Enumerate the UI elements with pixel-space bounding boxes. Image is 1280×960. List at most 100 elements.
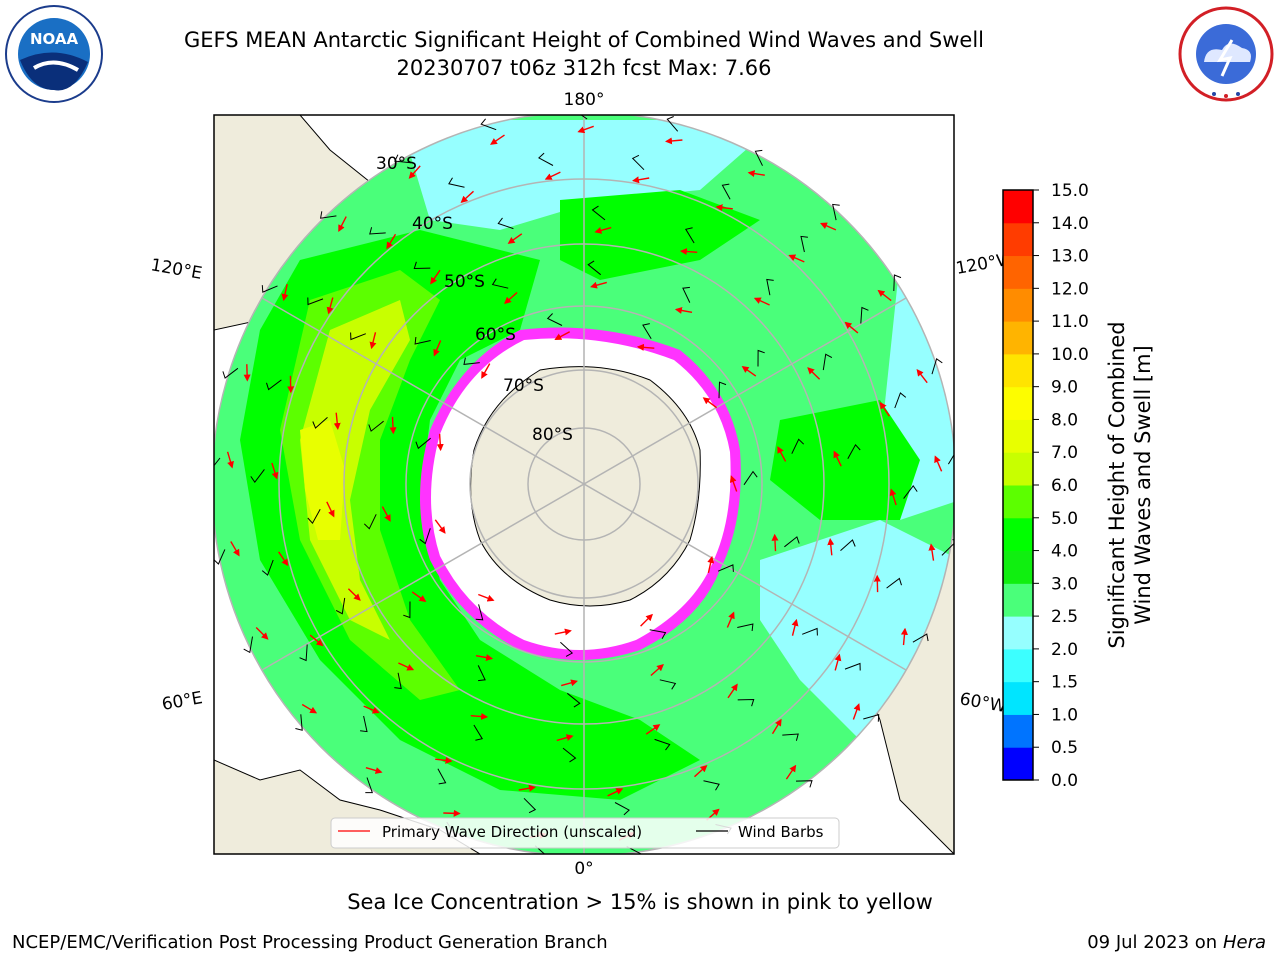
wave-direction-arrow	[363, 705, 380, 714]
wave-direction-arrow	[408, 165, 421, 179]
sea-ice-caption: Sea Ice Concentration > 15% is shown in …	[347, 890, 933, 914]
wind-barb	[250, 469, 265, 484]
wind-barb	[394, 672, 402, 690]
colorbar-tick-label: 11.0	[1051, 312, 1089, 332]
wave-direction-arrow	[281, 283, 289, 302]
wind-barb	[795, 780, 813, 788]
map-frame	[213, 114, 955, 855]
lat-label-80s: 80°S	[532, 425, 573, 445]
wind-barb	[363, 514, 377, 530]
wind-barb	[214, 549, 226, 565]
colorbar-tick-label: 0.0	[1051, 771, 1078, 791]
colorbar-band	[1003, 648, 1033, 683]
wind-barb	[784, 536, 800, 548]
wind-barb	[743, 470, 758, 486]
footer-branch: NCEP/EMC/Verification Post Processing Pr…	[12, 932, 608, 953]
wave-direction-arrow	[481, 363, 491, 379]
lat-label-30s: 30°S	[376, 154, 417, 174]
colorbar-band	[1003, 714, 1033, 748]
lon-label-60w: 60°W	[958, 689, 1008, 717]
colorbar-tick-label: 1.0	[1051, 705, 1078, 725]
wind-barb	[666, 116, 679, 132]
legend-barb-label: Wind Barbs	[738, 823, 824, 841]
wind-barb	[718, 381, 727, 399]
wind-barb	[566, 692, 581, 708]
wind-barb	[307, 297, 324, 306]
wave-direction-arrow	[434, 519, 446, 534]
wind-barb	[214, 457, 221, 467]
lon-label-0: 0°	[574, 859, 593, 879]
wind-barb	[299, 644, 308, 662]
colorbar-band	[1003, 386, 1033, 420]
noaa-logo-text: NOAA	[30, 30, 79, 48]
wind-barb	[295, 714, 303, 731]
wind-barb	[463, 357, 480, 365]
wave-direction-arrow	[788, 254, 805, 263]
chart-title: GEFS MEAN Antarctic Significant Height o…	[183, 28, 985, 52]
wind-barb	[403, 601, 411, 619]
wind-barb	[587, 260, 602, 276]
wind-barb	[791, 438, 805, 454]
wind-barb	[886, 577, 902, 589]
wind-barb	[649, 629, 667, 639]
wave-direction-arrow	[726, 611, 735, 628]
wind-barb	[822, 353, 833, 371]
wind-barb	[477, 665, 486, 682]
wave-direction-arrow	[554, 628, 572, 636]
footer-date-text: 09 Jul 2023 on	[1087, 932, 1218, 953]
wave-direction-arrow	[753, 297, 770, 306]
wave-direction-arrow	[475, 654, 494, 661]
colorbar-band	[1003, 452, 1033, 486]
wind-barb	[222, 367, 239, 379]
wind-barb	[631, 154, 645, 171]
wave-direction-arrow	[771, 533, 779, 552]
wave-direction-arrow	[309, 634, 324, 647]
wind-barb	[844, 662, 861, 671]
wave-direction-arrow	[900, 627, 908, 646]
wind-barb	[497, 217, 514, 230]
wave-direction-arrow	[820, 222, 837, 231]
wind-barb	[894, 392, 907, 409]
wind-barb	[360, 715, 368, 733]
wave-direction-arrow	[715, 204, 733, 212]
wave-direction-arrow	[747, 170, 765, 178]
wind-barb	[737, 623, 754, 632]
wind-barb	[659, 679, 677, 690]
wave-direction-arrow	[665, 137, 683, 145]
colorbar-band	[1003, 419, 1033, 453]
wave-direction-arrow	[460, 190, 474, 204]
wind-barb	[737, 698, 755, 707]
wind-barb	[266, 379, 282, 391]
colorbar-tick-label: 6.0	[1051, 476, 1078, 496]
wave-direction-arrow	[301, 703, 318, 714]
graticule	[214, 115, 954, 854]
colorbar-band	[1003, 353, 1033, 388]
colorbar-tick-label: 15.0	[1051, 181, 1089, 201]
lat-label-50s: 50°S	[444, 272, 485, 292]
colorbar-label-line1: Significant Height of Combined	[1105, 321, 1129, 648]
wave-direction-arrow	[411, 591, 427, 603]
colorbar-tick-label: 9.0	[1051, 378, 1078, 398]
colorbar-tick-label: 4.0	[1051, 542, 1078, 562]
wave-direction-arrow	[827, 538, 835, 556]
wave-direction-arrow	[436, 433, 444, 452]
wave-direction-arrow	[640, 613, 653, 627]
colorbar-tick-label: 14.0	[1051, 214, 1089, 234]
wave-direction-arrow	[230, 541, 240, 557]
wave-direction-arrow	[833, 450, 842, 467]
colorbar-band	[1003, 550, 1033, 584]
wind-barb	[534, 845, 546, 854]
wind-barb	[475, 604, 484, 621]
colorbar-tick-label: 1.5	[1051, 673, 1078, 693]
wind-barb	[243, 636, 253, 654]
wave-direction-arrow	[645, 724, 661, 735]
wave-direction-arrow	[777, 446, 787, 462]
wind-barb	[394, 154, 411, 164]
wave-direction-arrow	[785, 764, 797, 780]
noaa-logo: NOAA	[5, 5, 103, 103]
wave-direction-arrow	[333, 412, 341, 430]
colorbar-tick-label: 7.0	[1051, 443, 1078, 463]
chart-subtitle: 20230707 t06z 312h fcst Max: 7.66	[396, 56, 772, 80]
colorbar-band	[1003, 321, 1033, 355]
wind-barb	[365, 777, 374, 794]
